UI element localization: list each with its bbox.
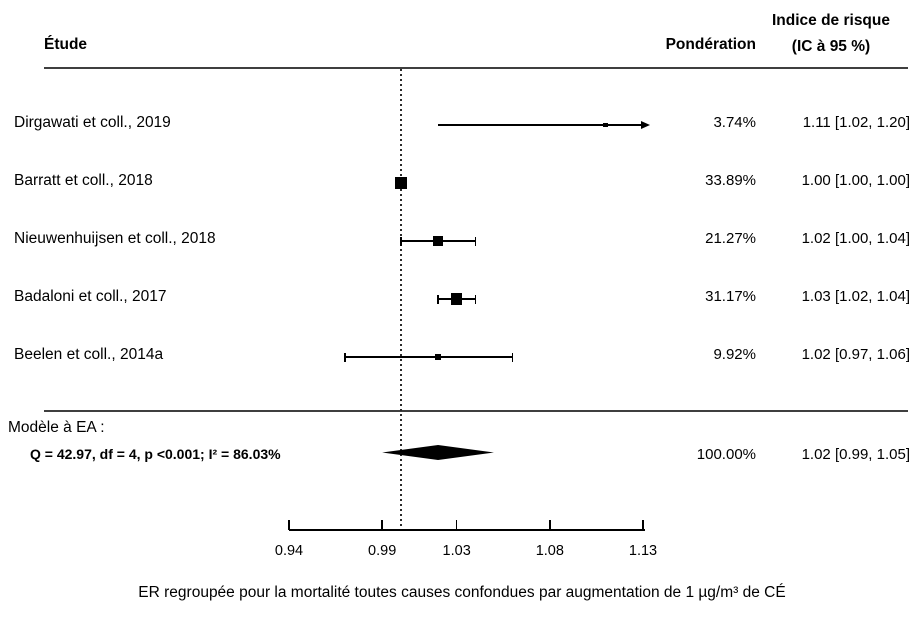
ci-cap-right <box>474 294 477 304</box>
ci-cap-right <box>511 352 514 362</box>
estimate-value: 1.00 [1.00, 1.00] <box>801 172 910 189</box>
weight-value: 33.89% <box>705 172 756 189</box>
axis-tick <box>288 520 290 530</box>
column-header-effect-line2: (IC à 95 %) <box>791 38 871 55</box>
axis-tick-label: 0.94 <box>274 543 304 559</box>
weight-value: 21.27% <box>705 230 756 247</box>
divider-summary <box>44 410 908 412</box>
ci-cap-left <box>400 236 402 246</box>
column-header-effect-line1: Indice de risque <box>771 12 890 29</box>
study-label: Badaloni et coll., 2017 <box>14 288 167 305</box>
axis-tick-label: 1.13 <box>628 543 658 559</box>
weight-value: 31.17% <box>705 288 756 305</box>
estimate-value: 1.11 [1.02, 1.20] <box>802 114 910 131</box>
column-header-weight: Pondération <box>665 36 756 53</box>
summary-diamond <box>382 445 494 460</box>
estimate-value: 1.03 [1.02, 1.04] <box>801 288 910 305</box>
summary-estimate-value: 1.02 [0.99, 1.05] <box>801 446 910 463</box>
reference-line <box>399 69 402 530</box>
ci-cap-right <box>474 236 477 246</box>
summary-heterogeneity-stats: Q = 42.97, df = 4, p <0.001; I² = 86.03% <box>30 446 281 462</box>
axis-tick-label: 1.03 <box>442 543 471 559</box>
summary-weight-value: 100.00% <box>696 446 756 463</box>
estimate-value: 1.02 [1.00, 1.04] <box>801 230 910 247</box>
axis-tick <box>549 520 551 530</box>
axis-tick <box>455 520 458 530</box>
ci-line <box>438 124 643 126</box>
axis-tick <box>381 520 383 530</box>
summary-model-label: Modèle à EA : <box>8 419 105 436</box>
study-label: Dirgawati et coll., 2019 <box>14 114 171 131</box>
ci-cap-left <box>437 294 439 304</box>
study-label: Barratt et coll., 2018 <box>14 172 153 189</box>
axis-tick-label: 1.08 <box>535 543 564 559</box>
weight-value: 9.92% <box>713 346 756 363</box>
ci-line <box>344 356 513 358</box>
estimate-value: 1.02 [0.97, 1.06] <box>801 346 910 363</box>
study-label: Beelen et coll., 2014a <box>14 346 164 363</box>
point-estimate-marker <box>433 236 443 246</box>
point-estimate-marker <box>450 293 463 305</box>
ci-cap-left <box>344 352 346 362</box>
study-label: Nieuwenhuijsen et coll., 2018 <box>14 230 216 247</box>
column-header-effect: Indice de risque (IC à 95 %) <box>742 8 920 60</box>
weight-value: 3.74% <box>713 114 756 131</box>
x-axis <box>289 529 645 531</box>
point-estimate-marker <box>394 177 407 189</box>
column-header-study: Étude <box>44 36 88 53</box>
divider-top <box>44 67 908 69</box>
figure-caption: ER regroupée pour la mortalité toutes ca… <box>138 584 786 601</box>
axis-tick-label: 0.99 <box>368 543 397 559</box>
point-estimate-marker <box>434 353 442 361</box>
axis-tick <box>642 520 644 530</box>
ci-arrow-right-icon <box>641 120 650 129</box>
point-estimate-marker <box>603 122 608 128</box>
